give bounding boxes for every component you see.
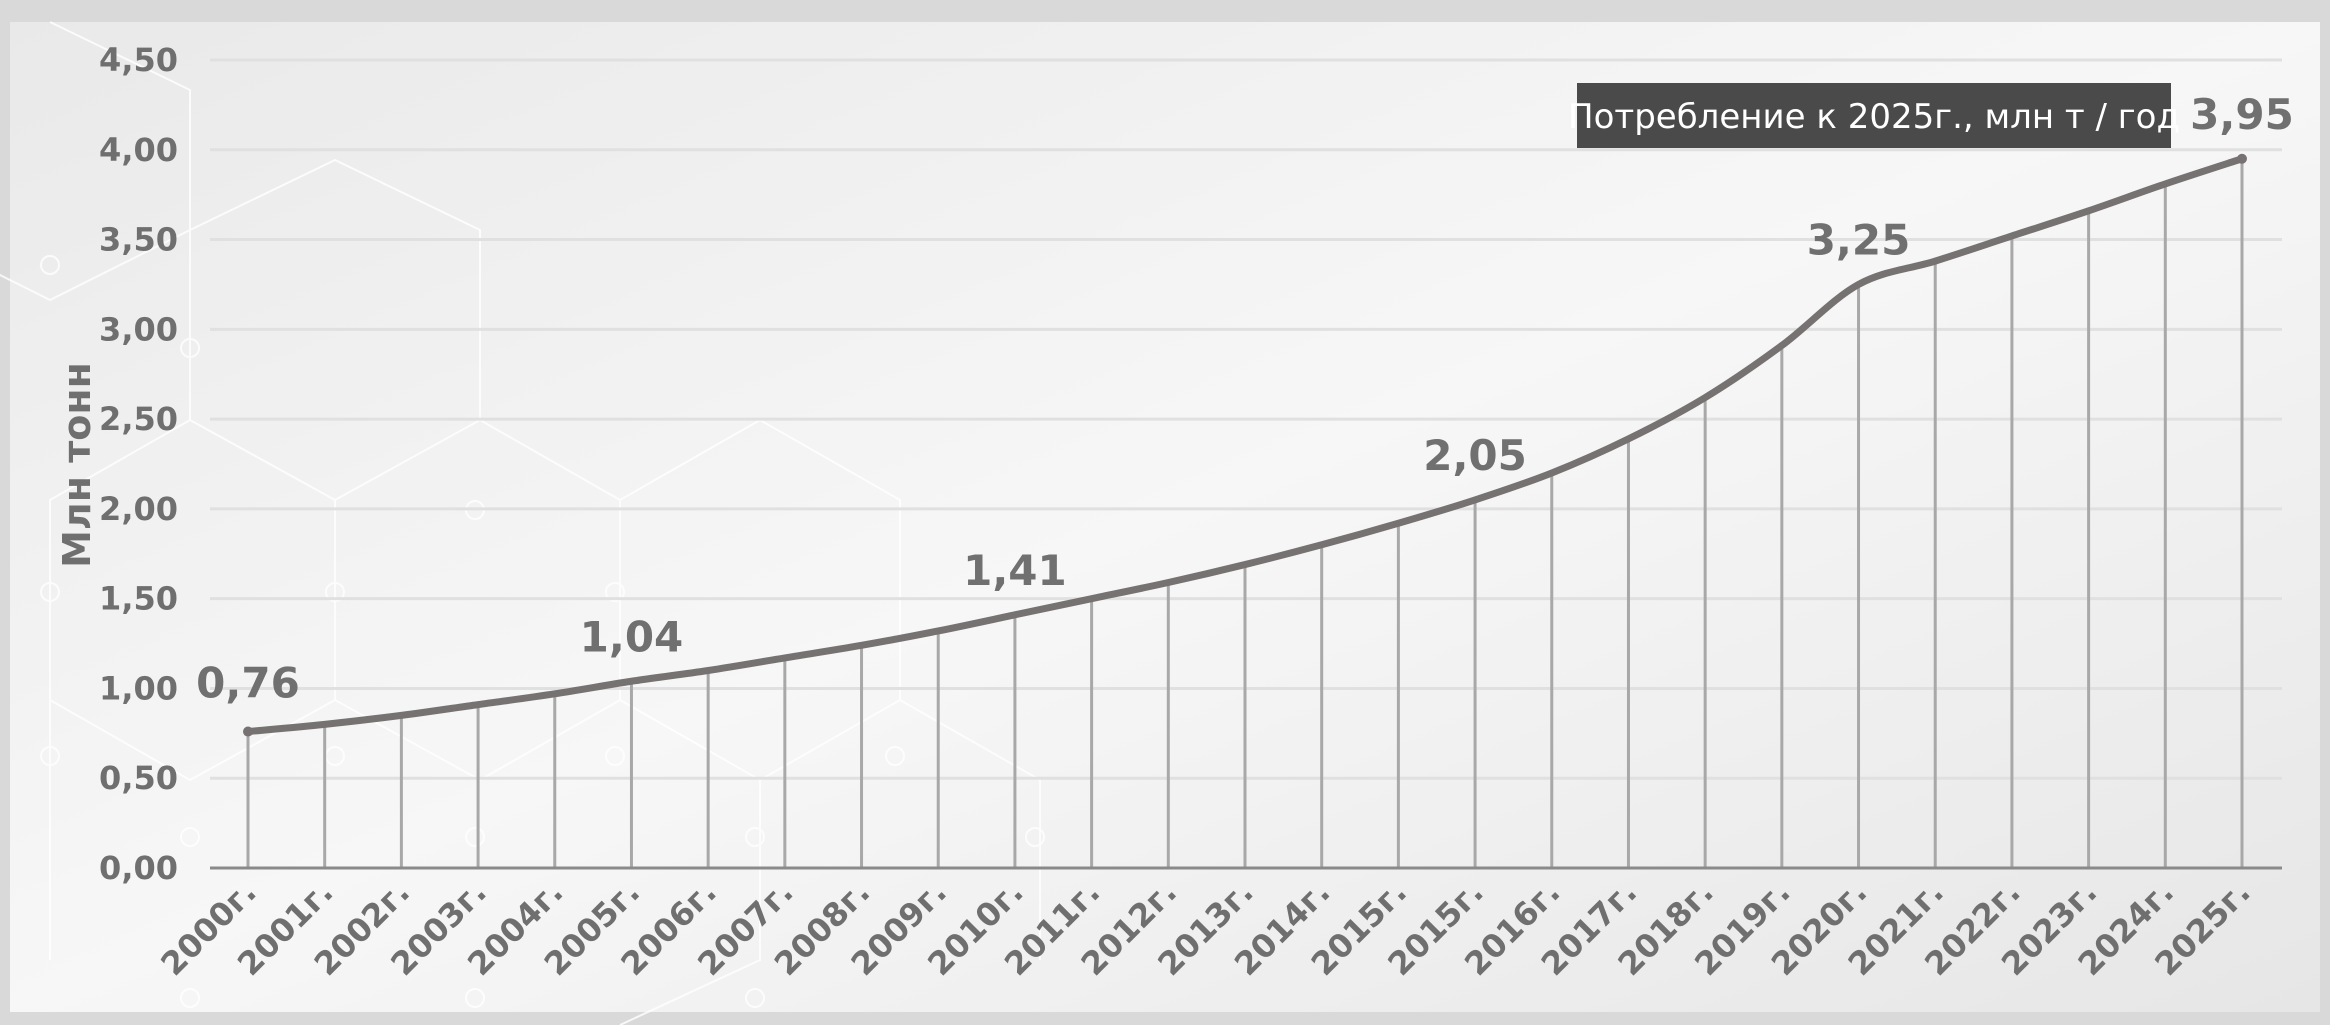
- legend-text: Потребление к 2025г., млн т / год: [1568, 97, 2180, 137]
- y-tick-label: 0,00: [99, 849, 178, 887]
- data-label: 3,25: [1807, 215, 1911, 264]
- y-tick-label: 2,00: [99, 490, 178, 528]
- data-label: 1,04: [580, 612, 684, 661]
- data-label: 1,41: [963, 546, 1067, 595]
- data-label: 0,76: [196, 659, 300, 708]
- drop-lines: [246, 158, 2244, 868]
- data-points: [243, 153, 2247, 737]
- series-line: [244, 155, 2246, 736]
- y-tick-label: 0,50: [99, 759, 178, 797]
- y-tick-label: 3,00: [99, 310, 178, 348]
- y-tick-label: 4,50: [99, 41, 178, 79]
- y-axis-label: Млн тонн: [55, 362, 99, 568]
- y-tick-label: 4,00: [99, 131, 178, 169]
- y-axis-ticks: 0,00 0,50 1,00 1,50 2,00 2,50 3,00 3,50 4,00 4,50: [99, 41, 178, 887]
- data-label: 3,95: [2190, 90, 2294, 139]
- y-tick-label: 3,50: [99, 221, 178, 259]
- data-point: [243, 726, 253, 737]
- y-tick-label: 1,50: [99, 580, 178, 618]
- y-tick-label: 2,50: [99, 400, 178, 438]
- data-point: [2237, 153, 2247, 164]
- data-labels: 0,76 1,04 1,41 2,05 3,25 3,95: [196, 90, 2294, 708]
- legend: Потребление к 2025г., млн т / год: [1568, 83, 2180, 148]
- y-tick-label: 1,00: [99, 669, 178, 707]
- legend-box: [1577, 83, 2171, 148]
- hexagon-background-pattern: [0, 21, 1045, 1025]
- data-label: 2,05: [1423, 431, 1527, 480]
